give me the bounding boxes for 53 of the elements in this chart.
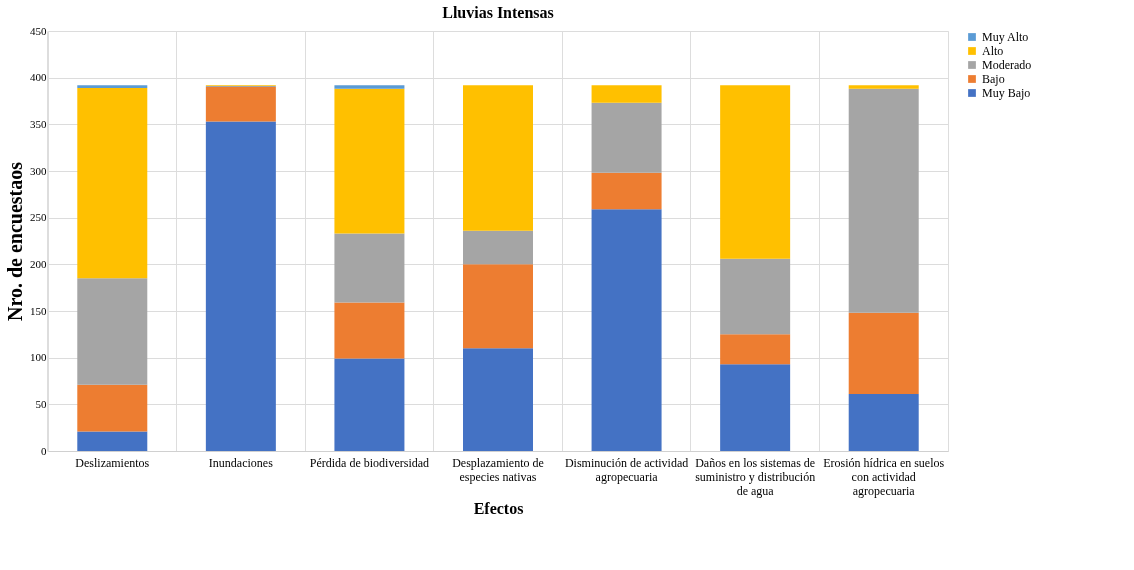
bar [463,348,533,451]
x-axis-title: Efectos [473,499,524,517]
bar [720,334,791,365]
bar [720,85,791,259]
legend-label: Muy Alto [982,30,1029,44]
bar [334,233,405,303]
y-tick-label: 400 [30,71,47,84]
bar [77,431,148,451]
y-tick-label: 0 [41,444,47,457]
y-tick-label: 200 [30,257,47,270]
x-tick-label: Pérdida de biodiversidad [309,455,430,470]
y-tick-label: 50 [35,397,47,410]
x-tick-label: Desplazamiento de especies nativas [452,455,544,484]
bar [205,121,276,451]
bar [463,85,533,231]
x-tick-label: Erosión hídrica en suelos con actividad agropecuaria [823,455,945,498]
y-tick-label: 250 [30,211,47,224]
bar [848,312,919,395]
bar [848,88,919,313]
x-tick-label: Daños en los sistemas de suministro y distribución de agua [695,455,816,498]
chart-title: Lluvias Intensas [442,4,554,21]
bar [334,302,405,359]
y-tick-label: 300 [30,164,47,177]
bar [77,87,148,279]
bar [591,102,662,173]
bar [591,85,662,103]
bar [77,85,148,88]
y-tick-label: 100 [30,351,47,364]
y-tick-label: 150 [30,304,47,317]
y-axis-title: Nro. de encuestaos [4,161,26,322]
bar [848,85,919,89]
bar [334,358,405,451]
x-tick-label: Disminución de actividad agropecuaria [564,455,689,484]
bar [591,172,662,210]
bar [77,278,148,385]
bar [720,258,791,335]
legend-label: Bajo [982,72,1005,86]
y-tick-label: 450 [30,24,47,37]
bar [77,384,148,432]
bar [463,230,533,265]
legend-label: Alto [982,44,1004,58]
legend-label: Muy Bajo [982,86,1031,100]
bar [720,364,791,451]
bar [334,88,405,234]
y-tick-label: 350 [30,117,47,130]
bar [591,209,662,451]
x-tick-label: Deslizamientos [75,455,150,470]
bar [205,87,276,122]
bar [463,264,533,349]
x-tick-label: Inundaciones [208,455,274,470]
legend-label: Moderado [982,58,1032,72]
bar [334,85,405,89]
bar [848,394,919,451]
